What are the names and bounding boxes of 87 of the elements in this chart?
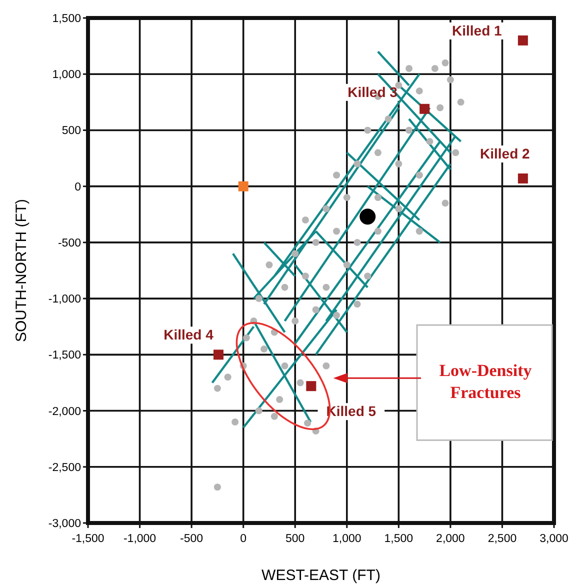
point <box>266 261 273 268</box>
x-tick-label: -1,500 <box>72 533 104 545</box>
point <box>292 318 299 324</box>
point <box>374 149 382 156</box>
point <box>333 172 340 179</box>
y-tick-label: 500 <box>62 125 81 138</box>
point <box>406 126 413 134</box>
y-tick-label: -2,500 <box>48 462 81 474</box>
y-tick-label: -1,000 <box>48 294 81 306</box>
point <box>354 160 361 168</box>
point <box>395 82 402 89</box>
point <box>255 407 262 414</box>
point <box>333 228 340 235</box>
point <box>322 362 330 370</box>
point <box>354 238 361 246</box>
point <box>238 181 248 192</box>
point <box>260 346 268 353</box>
point <box>302 272 309 280</box>
point <box>333 312 340 319</box>
y-tick-label: 1,000 <box>52 69 81 82</box>
point <box>431 65 438 72</box>
point <box>364 272 372 280</box>
y-tick-label: -500 <box>58 237 81 250</box>
point <box>374 228 382 235</box>
x-tick-label: 2,500 <box>488 533 517 545</box>
point <box>302 216 309 224</box>
point <box>306 381 316 392</box>
point <box>224 374 232 381</box>
point <box>395 160 402 168</box>
y-tick-label: -3,000 <box>48 518 81 530</box>
point <box>452 149 460 156</box>
x-tick-label: -1,000 <box>123 533 156 545</box>
point <box>232 418 239 426</box>
point <box>312 238 320 246</box>
point <box>322 205 330 212</box>
point <box>364 126 372 134</box>
annotation: Low-Density Fractures <box>439 361 532 402</box>
point <box>395 205 402 212</box>
x-tick-label: 1,500 <box>384 533 414 545</box>
point <box>292 250 299 258</box>
point <box>406 65 413 72</box>
point <box>214 484 221 491</box>
point <box>457 98 464 106</box>
point <box>213 350 224 360</box>
point <box>426 138 434 145</box>
point <box>255 295 262 302</box>
point <box>360 208 376 225</box>
point <box>214 384 221 392</box>
point <box>416 87 423 94</box>
point <box>276 396 284 404</box>
point <box>354 300 361 308</box>
point <box>281 284 288 291</box>
point <box>446 76 454 84</box>
point <box>420 104 430 114</box>
point <box>270 412 278 420</box>
x-tick-label: 0 <box>240 533 247 545</box>
point <box>442 200 449 207</box>
point <box>304 420 312 427</box>
point <box>518 35 528 46</box>
x-tick-label: 500 <box>286 533 305 545</box>
point <box>442 59 449 66</box>
y-tick-label: -2,000 <box>48 406 81 418</box>
x-axis-title: WEST-EAST (FT) <box>262 567 380 584</box>
point <box>296 379 304 386</box>
point <box>384 116 392 122</box>
x-tick-label: 3,000 <box>540 533 568 545</box>
point <box>242 334 250 342</box>
y-tick-label: 0 <box>74 181 81 194</box>
point <box>374 194 382 202</box>
annotation: Killed 2 <box>480 145 530 162</box>
annotation: Killed 4 <box>164 326 214 343</box>
y-tick-label: 1,500 <box>52 13 81 25</box>
point <box>436 104 444 112</box>
y-axis-title: SOUTH-NORTH (FT) <box>13 198 30 342</box>
point <box>416 172 423 179</box>
x-tick-label: -500 <box>180 533 204 545</box>
point <box>322 284 330 291</box>
point <box>343 194 350 202</box>
point <box>343 261 350 268</box>
x-tick-label: 2,000 <box>436 533 465 545</box>
point <box>518 173 528 184</box>
point <box>312 306 320 314</box>
annotation: Killed 1 <box>452 22 502 38</box>
point <box>416 228 423 235</box>
point <box>281 362 288 370</box>
x-tick-label: 1,000 <box>332 533 362 545</box>
y-tick-label: -1,500 <box>48 350 81 362</box>
